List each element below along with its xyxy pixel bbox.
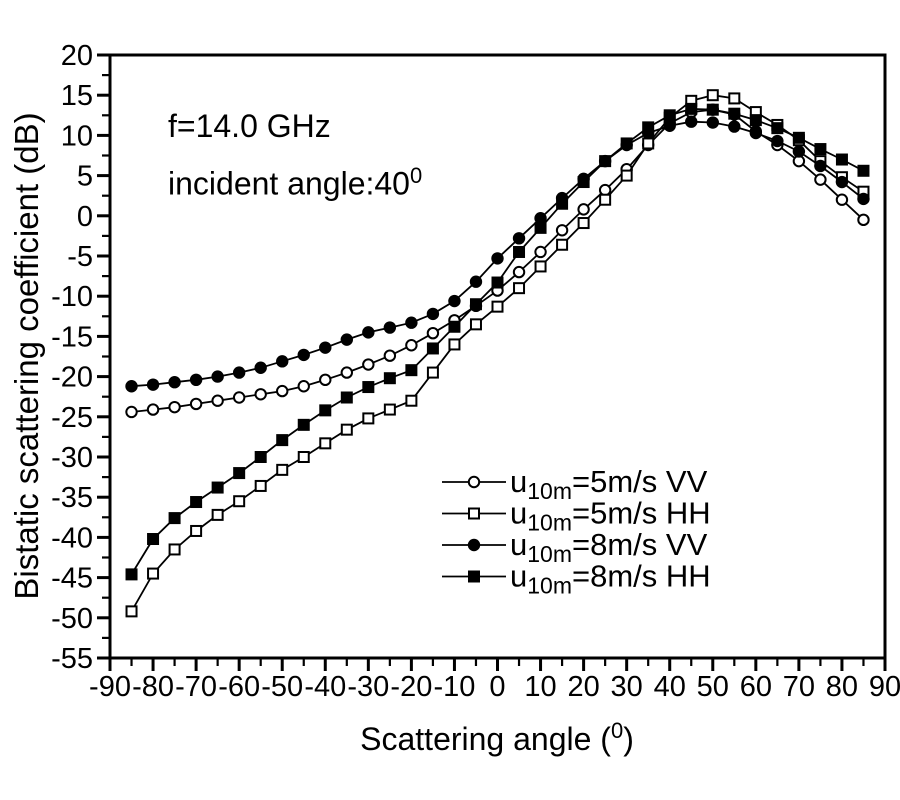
x-axis-title-text: Scattering angle ( (360, 720, 611, 757)
y-axis: 20 15 10 5 0 -5 -10 -15 -20 -25 -30 -35 -40 -45 -50 -55 (51, 40, 110, 675)
y-tick-label: -25 (51, 402, 93, 434)
x-tick-label: -10 (433, 671, 475, 703)
series-u5-hh (125, 89, 870, 618)
x-tick-label: 40 (654, 671, 686, 703)
x-tick-label: -50 (261, 671, 303, 703)
y-tick-label: -45 (51, 563, 93, 595)
x-tick-label: -60 (218, 671, 260, 703)
y-tick-label: -40 (51, 522, 93, 554)
x-axis-title-superscript: 0 (610, 718, 624, 744)
y-tick-label: -55 (51, 643, 93, 675)
x-axis: -90 -80 -70 -60 -50 -40 -30 -20 -10 0 10 20 30 40 50 60… (89, 658, 900, 703)
y-tick-label: -10 (51, 281, 93, 313)
x-axis-title: Scattering angle (0) (360, 718, 634, 758)
annotation-frequency: f=14.0 GHz (168, 108, 331, 144)
y-tick-label: -15 (51, 321, 93, 353)
x-tick-label: 10 (524, 671, 556, 703)
x-tick-label: -40 (304, 671, 346, 703)
y-tick-label: 5 (77, 161, 93, 193)
x-tick-label: 80 (826, 671, 858, 703)
y-tick-label: 20 (61, 40, 93, 72)
y-tick-label: 10 (61, 120, 93, 152)
plot-frame (108, 53, 887, 660)
y-tick-label: 15 (61, 80, 93, 112)
legend-item-u5-hh: u10m=5m/s HH (442, 496, 711, 536)
y-tick-label: -50 (51, 603, 93, 635)
y-axis-title: Bistatic scattering coefficient (dB) (8, 112, 45, 600)
y-tick-label: 0 (77, 201, 93, 233)
x-tick-label: 50 (697, 671, 729, 703)
x-axis-title-close: ) (623, 720, 634, 757)
series-u8-vv (125, 115, 870, 393)
legend-item-u8-vv: u10m=8m/s VV (442, 527, 708, 567)
annotation-incident-angle: incident angle:400 (168, 163, 423, 202)
legend-label: u10m=8m/s VV (510, 527, 708, 567)
x-tick-label: 90 (869, 671, 900, 703)
legend-item-u8-hh: u10m=8m/s HH (442, 559, 711, 599)
legend-label: u10m=8m/s HH (510, 559, 711, 599)
series-u8-hh (125, 102, 870, 581)
x-tick-label: 60 (740, 671, 772, 703)
x-tick-label: 0 (489, 671, 505, 703)
x-tick-label: -20 (390, 671, 432, 703)
legend-label: u10m=5m/s VV (510, 464, 708, 504)
y-tick-label: -5 (67, 241, 93, 273)
y-tick-label: -30 (51, 442, 93, 474)
y-tick-label: -35 (51, 482, 93, 514)
x-tick-label: -30 (347, 671, 389, 703)
y-tick-label: -20 (51, 362, 93, 394)
x-tick-label: -70 (175, 671, 217, 703)
x-tick-label: -80 (132, 671, 174, 703)
legend-item-u5-vv: u10m=5m/s VV (442, 464, 708, 504)
legend-label: u10m=5m/s HH (510, 496, 711, 536)
annotation-incident-angle-superscript: 0 (409, 163, 423, 188)
x-tick-label: 70 (783, 671, 815, 703)
x-tick-label: -90 (89, 671, 131, 703)
x-tick-label: 30 (611, 671, 643, 703)
x-tick-label: 20 (567, 671, 599, 703)
annotation: f=14.0 GHz incident angle:400 (168, 102, 422, 209)
